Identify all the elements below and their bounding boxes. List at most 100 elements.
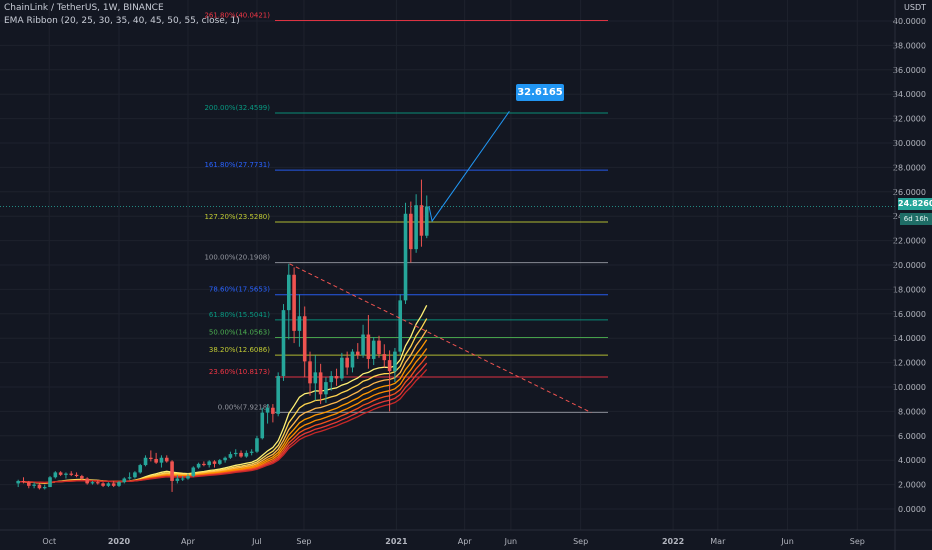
candle-body — [223, 457, 227, 461]
candle-body — [164, 457, 169, 462]
fib-level-label: 0.00%(7.9218) — [218, 403, 270, 411]
candle-body — [382, 354, 387, 361]
x-tick-label: 2022 — [662, 537, 684, 546]
symbol-title[interactable]: ChainLink / TetherUS, 1W, BINANCE — [4, 3, 164, 13]
candle-body — [377, 340, 381, 355]
bar-countdown-badge: 6d 16h — [900, 213, 932, 225]
x-tick-label: Sep — [573, 537, 588, 546]
y-tick-label: 12.0000 — [893, 359, 926, 368]
candle-body — [149, 457, 153, 459]
x-tick-label: Jul — [251, 537, 262, 546]
candle-body — [276, 376, 280, 414]
ema-ribbon-line — [18, 318, 428, 484]
candle-body — [292, 274, 296, 331]
candle-body — [21, 480, 26, 483]
fib-level-label: 261.80%(40.0421) — [204, 11, 270, 19]
ema-ribbon-line — [18, 368, 428, 484]
grid — [0, 0, 895, 530]
y-tick-label: 40.0000 — [893, 17, 926, 26]
resistance-trendline[interactable] — [289, 263, 592, 414]
candle-body — [355, 351, 360, 356]
candle-body — [191, 467, 196, 477]
candle-body — [212, 461, 217, 464]
candle-body — [101, 483, 105, 486]
x-tick-label: Sep — [850, 537, 865, 546]
candle-body — [244, 452, 249, 457]
candle-body — [175, 478, 180, 481]
candle-body — [265, 407, 270, 413]
x-tick-label: Oct — [42, 537, 56, 546]
y-tick-label: 18.0000 — [893, 285, 926, 294]
candle-body — [85, 478, 89, 484]
last-price-badge: 24.8260 — [898, 198, 932, 210]
candle-body — [403, 213, 408, 301]
candle-body — [143, 457, 148, 466]
candle-body — [170, 461, 174, 481]
candle-body — [16, 480, 20, 484]
candle-body — [64, 473, 68, 475]
candle-body — [37, 484, 42, 489]
y-tick-label: 38.0000 — [893, 41, 926, 50]
candle-body — [387, 360, 392, 372]
fib-level-label: 50.00%(14.0563) — [209, 329, 270, 337]
candle-body — [366, 334, 371, 359]
candle-body — [122, 478, 127, 483]
candle-body — [255, 438, 259, 452]
candle-body — [424, 206, 429, 236]
candle-body — [414, 205, 418, 250]
y-tick-label: 20.0000 — [893, 261, 926, 270]
candle-body — [271, 407, 275, 414]
candle-body — [117, 482, 121, 486]
y-tick-label: 4.0000 — [898, 456, 926, 465]
y-tick-label: 14.0000 — [893, 334, 926, 343]
candle-body — [207, 461, 212, 466]
y-tick-label: 16.0000 — [893, 310, 926, 319]
candle-body — [313, 372, 318, 384]
candle-body — [233, 452, 238, 455]
candle-body — [154, 458, 158, 463]
x-tick-label: Apr — [181, 537, 196, 546]
candle-body — [329, 376, 334, 383]
candle-body — [186, 476, 190, 479]
fibonacci-retracement[interactable]: 261.80%(40.0421) 200.00%(32.4599) 161.80%(… — [204, 11, 608, 413]
candle-body — [398, 300, 403, 352]
candle-body — [302, 316, 307, 362]
y-tick-label: 8.0000 — [898, 407, 926, 416]
candle-body — [318, 372, 323, 395]
candle-body — [350, 351, 355, 368]
candle-body — [297, 316, 302, 331]
candle-body — [286, 274, 291, 311]
candle-body — [133, 472, 137, 478]
y-tick-label: 0.0000 — [898, 505, 926, 514]
candle-body — [324, 382, 328, 395]
drawings[interactable] — [0, 111, 895, 414]
candle-body — [361, 334, 365, 356]
candle-body — [80, 476, 84, 479]
y-tick-label: 10.0000 — [893, 383, 926, 392]
target-price-badge[interactable]: 32.6165 — [516, 84, 564, 101]
x-tick-label: 2021 — [385, 537, 408, 546]
fib-level-label: 200.00%(32.4599) — [204, 104, 270, 112]
candle-body — [42, 487, 47, 489]
fib-level-label: 161.80%(27.7731) — [204, 161, 270, 169]
candle-body — [69, 473, 74, 475]
candle-body — [371, 340, 376, 359]
candle-body — [334, 376, 339, 379]
candle-body — [106, 483, 111, 486]
fib-level-label: 78.60%(17.5653) — [209, 286, 270, 294]
indicator-legend[interactable]: EMA Ribbon (20, 25, 30, 35, 40, 45, 50, … — [4, 16, 240, 26]
candle-body — [138, 465, 143, 473]
fib-level-label: 23.60%(10.8173) — [209, 368, 270, 376]
x-tick-label: 2020 — [108, 537, 131, 546]
candle-body — [202, 463, 206, 466]
projection-path[interactable] — [428, 111, 510, 223]
candle-body — [345, 357, 349, 368]
candle-body — [281, 310, 286, 377]
candle-body — [74, 474, 79, 477]
candle-body — [180, 478, 185, 480]
candle-body — [95, 482, 100, 484]
candle-body — [48, 477, 52, 488]
candle-body — [393, 351, 397, 372]
x-tick-label: Sep — [296, 537, 311, 546]
